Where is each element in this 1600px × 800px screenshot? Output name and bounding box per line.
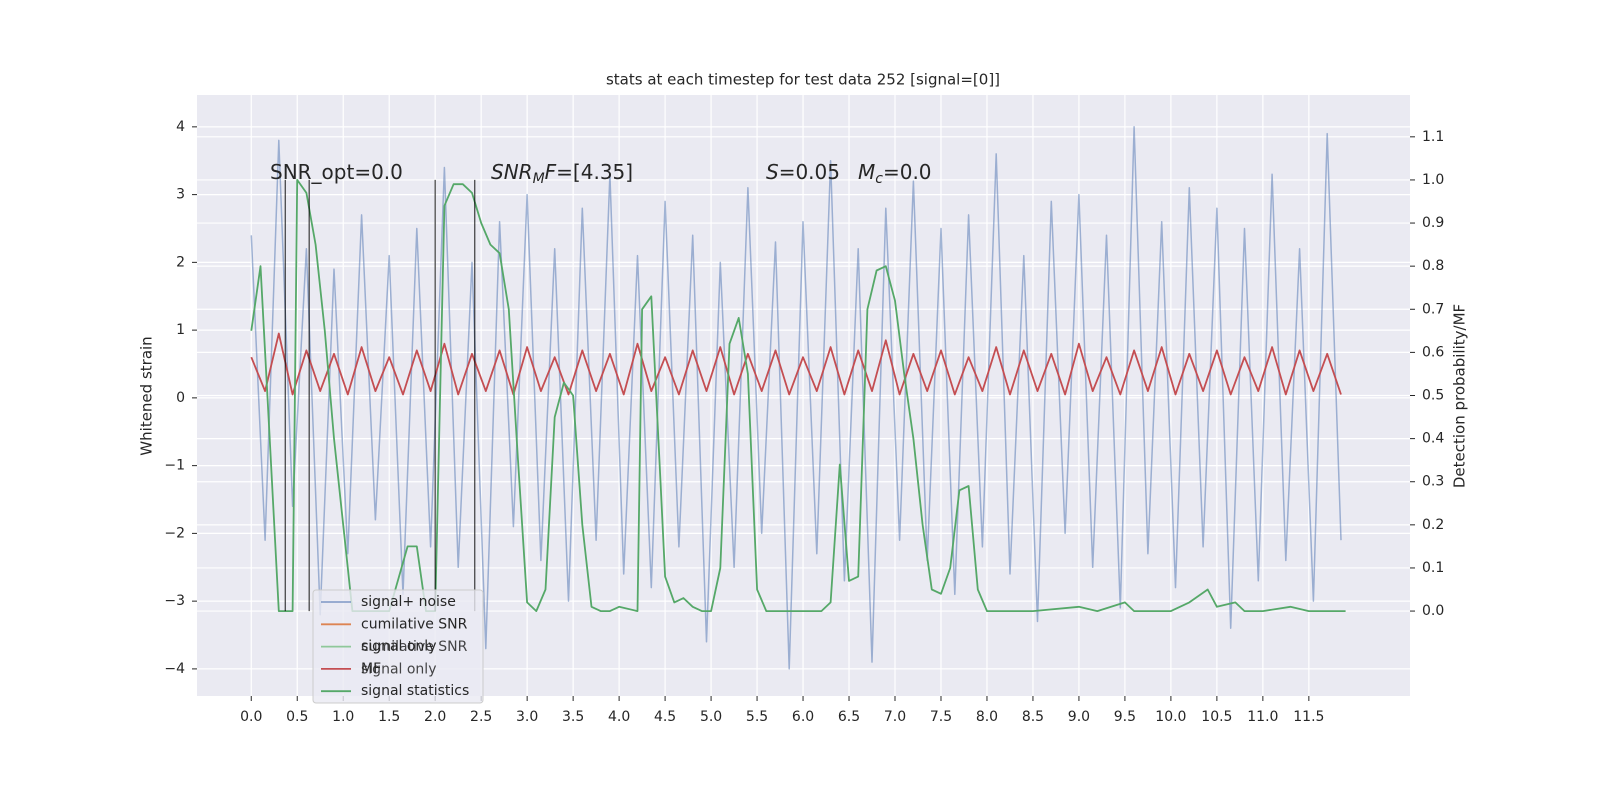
y-axis-label: Whitened strain: [138, 336, 156, 455]
legend-label: cumilative SNR: [361, 639, 468, 655]
y-tick-label: 3: [176, 187, 185, 203]
y-tick-label: −1: [164, 458, 185, 474]
y-tick-label: −4: [164, 661, 185, 677]
x-tick-label: 5.5: [746, 709, 768, 725]
annotation-part: M: [533, 171, 545, 187]
x-tick-label: 3.0: [516, 709, 538, 725]
annotation-part: S: [766, 160, 779, 184]
annotation-part: M: [858, 160, 875, 184]
annotation-part: F: [545, 160, 557, 184]
x-tick-label: 8.5: [1022, 709, 1044, 725]
legend-label: signal statistics: [361, 683, 469, 699]
y-tick-label: 2: [176, 254, 185, 270]
y-tick-label: 1: [176, 322, 185, 338]
x-tick-label: 0.5: [286, 709, 308, 725]
y-tick-label: 4: [176, 119, 185, 135]
y-tick-label: 0: [176, 390, 185, 406]
x-tick-label: 8.0: [976, 709, 998, 725]
y2-tick-label: 0.7: [1422, 301, 1444, 317]
x-tick-label: 1.5: [378, 709, 400, 725]
annotation-part: SNR_opt=0.0: [270, 160, 403, 184]
y-tick-label: −3: [164, 593, 185, 609]
series-line: [250, 332, 1342, 396]
x-tick-label: 4.5: [654, 709, 676, 725]
legend-label: signal only: [361, 639, 436, 655]
legend-label: cumilative SNR: [361, 616, 468, 632]
y2-tick-label: 0.6: [1422, 344, 1444, 360]
annotation-part: SNR: [491, 160, 533, 184]
annotation-part: =[4.35]: [556, 160, 633, 184]
x-tick-label: 11.0: [1247, 709, 1278, 725]
legend-label: MF: [361, 661, 381, 677]
y-tick-label: −2: [164, 525, 185, 541]
annotation: SNR_opt=0.0: [270, 160, 403, 184]
legend-label: signal+ noise: [361, 594, 456, 610]
y2-tick-label: 1.0: [1422, 172, 1444, 188]
x-tick-label: 11.5: [1293, 709, 1324, 725]
x-tick-label: 0.0: [240, 709, 262, 725]
x-tick-label: 5.0: [700, 709, 722, 725]
x-tick-label: 9.0: [1068, 709, 1090, 725]
annotation-part: c: [875, 171, 883, 187]
annotation: SNRMF=[4.35]: [491, 160, 633, 188]
chart-title: stats at each timestep for test data 252…: [606, 71, 1000, 89]
y2-tick-label: 0.2: [1422, 517, 1444, 533]
x-tick-label: 7.5: [930, 709, 952, 725]
x-tick-label: 7.0: [884, 709, 906, 725]
x-tick-label: 10.5: [1201, 709, 1232, 725]
series-line: [250, 126, 1342, 670]
x-tick-label: 10.0: [1155, 709, 1186, 725]
y2-tick-label: 0.9: [1422, 215, 1444, 231]
x-tick-label: 1.0: [332, 709, 354, 725]
x-tick-label: 4.0: [608, 709, 630, 725]
x-tick-label: 3.5: [562, 709, 584, 725]
x-tick-label: 9.5: [1114, 709, 1136, 725]
x-tick-label: 2.0: [424, 709, 446, 725]
x-tick-label: 6.0: [792, 709, 814, 725]
annotation-part: =0.0: [883, 160, 932, 184]
legend-box: [312, 589, 484, 704]
series-line: [250, 179, 1346, 612]
y2-tick-label: 0.1: [1422, 560, 1444, 576]
y2-tick-label: 0.5: [1422, 388, 1444, 404]
y2-tick-label: 1.1: [1422, 129, 1444, 145]
annotation: Mc=0.0: [858, 160, 932, 188]
y2-axis-label: Detection probability/MF: [1451, 304, 1469, 488]
x-tick-label: 6.5: [838, 709, 860, 725]
y2-tick-label: 0.0: [1422, 603, 1444, 619]
y2-tick-label: 0.8: [1422, 258, 1444, 274]
y2-tick-label: 0.3: [1422, 474, 1444, 490]
legend-label: signal only: [361, 661, 436, 677]
x-tick-label: 2.5: [470, 709, 492, 725]
annotation-part: =0.05: [779, 160, 840, 184]
annotation: S=0.05: [766, 160, 840, 184]
y2-tick-label: 0.4: [1422, 431, 1444, 447]
